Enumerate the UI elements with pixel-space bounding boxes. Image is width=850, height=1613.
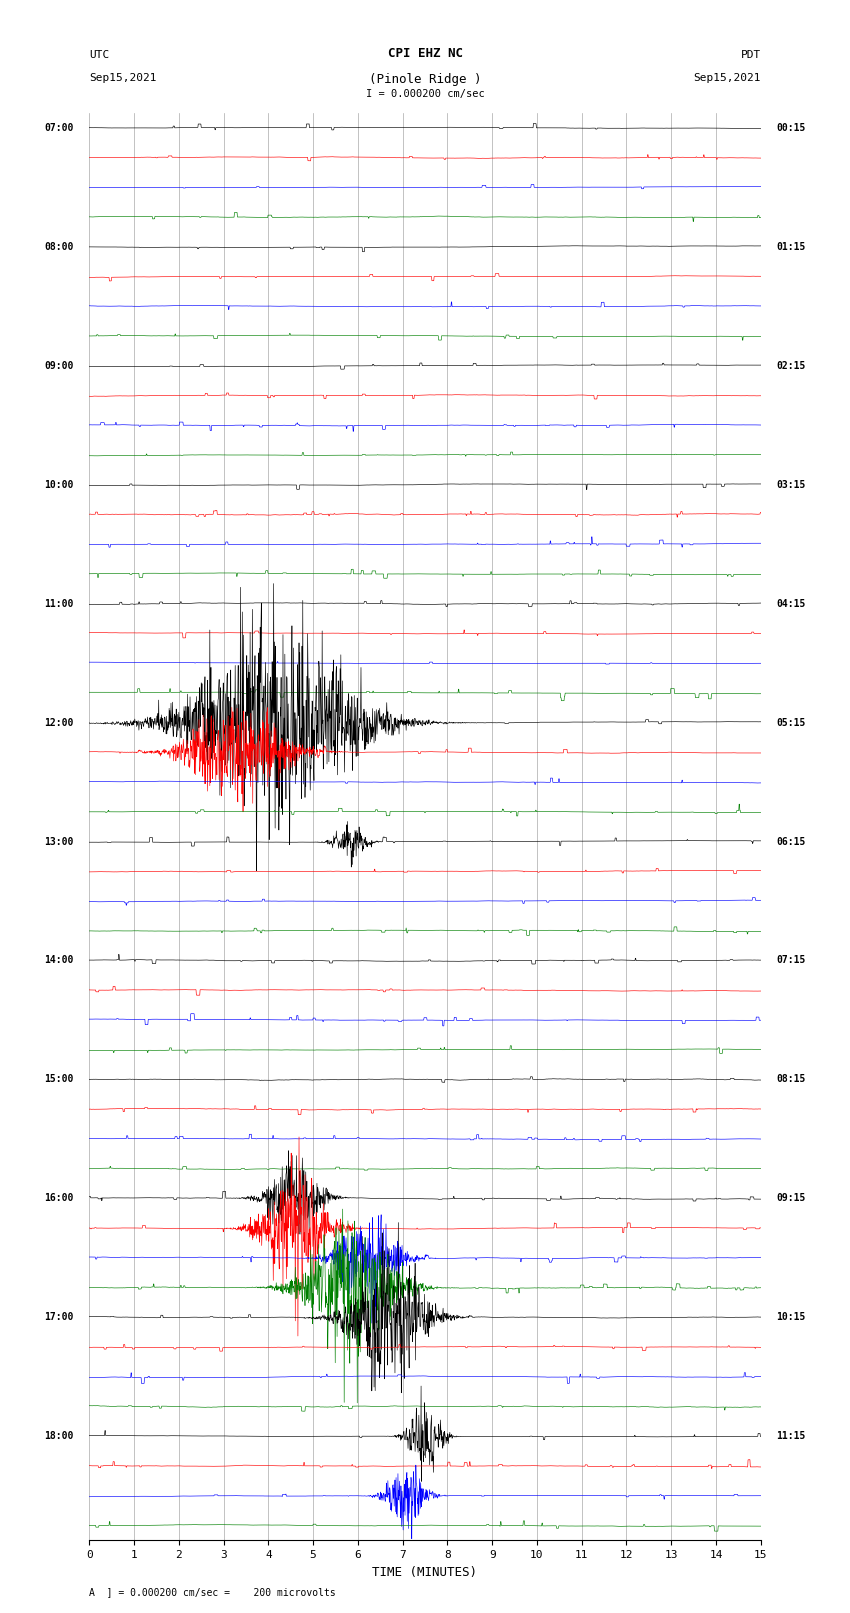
Text: Sep15,2021: Sep15,2021 <box>89 73 156 82</box>
Text: CPI EHZ NC: CPI EHZ NC <box>388 47 462 60</box>
Text: A  ] = 0.000200 cm/sec =    200 microvolts: A ] = 0.000200 cm/sec = 200 microvolts <box>89 1587 336 1597</box>
Text: 01:15: 01:15 <box>776 242 806 252</box>
Text: 05:15: 05:15 <box>776 718 806 727</box>
Text: UTC: UTC <box>89 50 110 60</box>
Text: 04:15: 04:15 <box>776 598 806 608</box>
Text: 00:15: 00:15 <box>776 123 806 132</box>
Text: 10:15: 10:15 <box>776 1313 806 1323</box>
Text: 18:00: 18:00 <box>44 1431 74 1442</box>
Text: I = 0.000200 cm/sec: I = 0.000200 cm/sec <box>366 89 484 98</box>
Text: 07:00: 07:00 <box>44 123 74 132</box>
Text: 08:15: 08:15 <box>776 1074 806 1084</box>
Text: 11:00: 11:00 <box>44 598 74 608</box>
Text: 11:15: 11:15 <box>776 1431 806 1442</box>
Text: 06:15: 06:15 <box>776 837 806 847</box>
Text: 09:00: 09:00 <box>44 361 74 371</box>
Text: 14:00: 14:00 <box>44 955 74 966</box>
Text: 02:15: 02:15 <box>776 361 806 371</box>
Text: 03:15: 03:15 <box>776 479 806 490</box>
Text: 09:15: 09:15 <box>776 1194 806 1203</box>
Text: 08:00: 08:00 <box>44 242 74 252</box>
Text: 07:15: 07:15 <box>776 955 806 966</box>
Text: PDT: PDT <box>740 50 761 60</box>
Text: 13:00: 13:00 <box>44 837 74 847</box>
Text: 10:00: 10:00 <box>44 479 74 490</box>
Text: Sep15,2021: Sep15,2021 <box>694 73 761 82</box>
Text: 17:00: 17:00 <box>44 1313 74 1323</box>
Text: 12:00: 12:00 <box>44 718 74 727</box>
Text: (Pinole Ridge ): (Pinole Ridge ) <box>369 73 481 85</box>
Text: 15:00: 15:00 <box>44 1074 74 1084</box>
Text: 16:00: 16:00 <box>44 1194 74 1203</box>
X-axis label: TIME (MINUTES): TIME (MINUTES) <box>372 1566 478 1579</box>
